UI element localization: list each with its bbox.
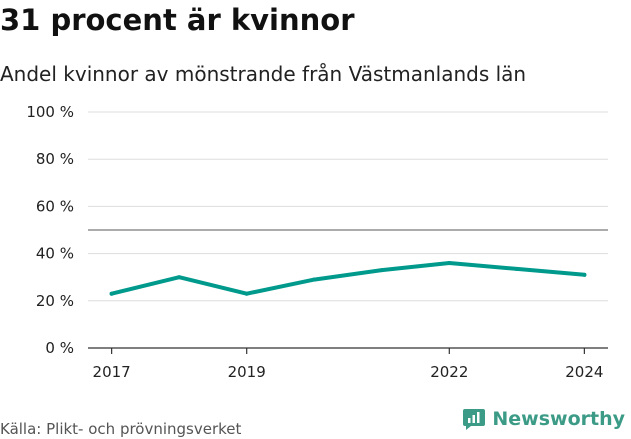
brand-logo[interactable]: Newsworthy <box>462 407 625 431</box>
data-point <box>447 261 452 266</box>
data-point <box>177 275 182 280</box>
source-note: Källa: Plikt- och prövningsverket <box>0 420 242 438</box>
data-point <box>109 291 114 296</box>
brand-name: Newsworthy <box>492 408 625 430</box>
x-tick-label: 2017 <box>93 363 131 381</box>
data-point <box>582 272 587 277</box>
y-tick-label: 40 % <box>36 245 74 263</box>
line-chart: 0 % 20 % 40 % 60 % 80 % 100 % 2017 2019 2022 2024 <box>26 103 608 381</box>
y-tick-label: 0 % <box>45 339 74 357</box>
x-tick-label: 2022 <box>430 363 468 381</box>
y-tick-label: 20 % <box>36 292 74 310</box>
newsworthy-logo-icon <box>463 409 486 430</box>
y-tick-label: 60 % <box>36 197 74 215</box>
x-tick-label: 2019 <box>228 363 266 381</box>
chart-title: 31 procent är kvinnor <box>0 3 355 37</box>
y-tick-label: 80 % <box>36 150 74 168</box>
data-point <box>312 277 317 282</box>
data-point <box>244 291 249 296</box>
series-line <box>109 261 587 296</box>
x-tick-label: 2024 <box>565 363 603 381</box>
data-point <box>379 268 384 273</box>
data-point <box>514 266 519 271</box>
chart-subtitle: Andel kvinnor av mönstrande från Västman… <box>0 62 527 86</box>
y-tick-label: 100 % <box>26 103 74 121</box>
